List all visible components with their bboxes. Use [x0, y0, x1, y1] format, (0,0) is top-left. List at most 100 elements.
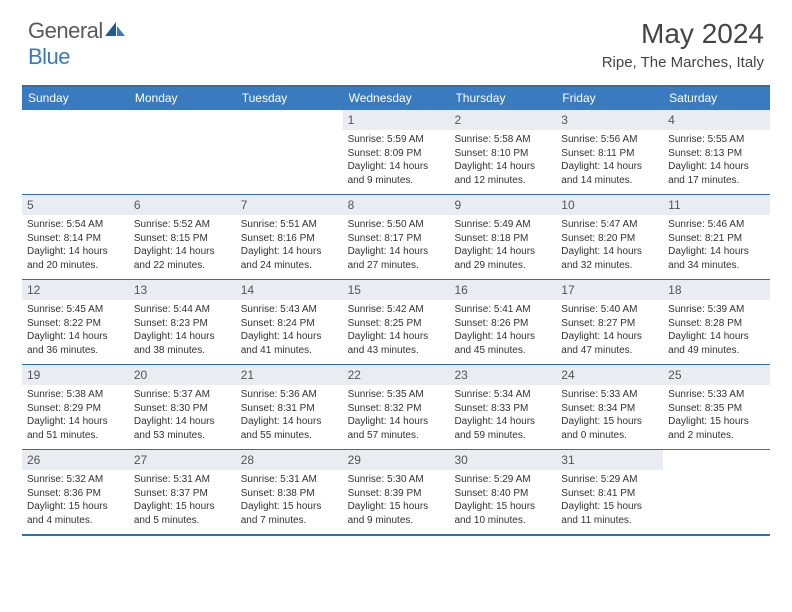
day-details: Sunrise: 5:58 AMSunset: 8:10 PMDaylight:… [449, 130, 556, 191]
day-cell: 14Sunrise: 5:43 AMSunset: 8:24 PMDayligh… [236, 280, 343, 364]
day-details: Sunrise: 5:46 AMSunset: 8:21 PMDaylight:… [663, 215, 770, 276]
empty-cell [22, 110, 129, 194]
week-row: 12Sunrise: 5:45 AMSunset: 8:22 PMDayligh… [22, 280, 770, 365]
day-details: Sunrise: 5:40 AMSunset: 8:27 PMDaylight:… [556, 300, 663, 361]
day-number: 16 [449, 280, 556, 300]
day-details: Sunrise: 5:55 AMSunset: 8:13 PMDaylight:… [663, 130, 770, 191]
day-cell: 31Sunrise: 5:29 AMSunset: 8:41 PMDayligh… [556, 450, 663, 534]
day-details: Sunrise: 5:36 AMSunset: 8:31 PMDaylight:… [236, 385, 343, 446]
week-row: 1Sunrise: 5:59 AMSunset: 8:09 PMDaylight… [22, 110, 770, 195]
day-number: 7 [236, 195, 343, 215]
day-cell: 6Sunrise: 5:52 AMSunset: 8:15 PMDaylight… [129, 195, 236, 279]
day-number: 6 [129, 195, 236, 215]
weekday-friday: Friday [556, 87, 663, 110]
day-details: Sunrise: 5:31 AMSunset: 8:37 PMDaylight:… [129, 470, 236, 531]
weekday-wednesday: Wednesday [343, 87, 450, 110]
day-number: 31 [556, 450, 663, 470]
day-details: Sunrise: 5:35 AMSunset: 8:32 PMDaylight:… [343, 385, 450, 446]
day-number: 12 [22, 280, 129, 300]
day-number: 25 [663, 365, 770, 385]
day-number: 8 [343, 195, 450, 215]
day-number: 3 [556, 110, 663, 130]
day-details: Sunrise: 5:41 AMSunset: 8:26 PMDaylight:… [449, 300, 556, 361]
month-title: May 2024 [602, 18, 764, 50]
day-details: Sunrise: 5:34 AMSunset: 8:33 PMDaylight:… [449, 385, 556, 446]
day-cell: 22Sunrise: 5:35 AMSunset: 8:32 PMDayligh… [343, 365, 450, 449]
day-cell: 28Sunrise: 5:31 AMSunset: 8:38 PMDayligh… [236, 450, 343, 534]
day-cell: 10Sunrise: 5:47 AMSunset: 8:20 PMDayligh… [556, 195, 663, 279]
day-details: Sunrise: 5:44 AMSunset: 8:23 PMDaylight:… [129, 300, 236, 361]
day-number: 4 [663, 110, 770, 130]
day-cell: 25Sunrise: 5:33 AMSunset: 8:35 PMDayligh… [663, 365, 770, 449]
day-cell: 2Sunrise: 5:58 AMSunset: 8:10 PMDaylight… [449, 110, 556, 194]
week-row: 5Sunrise: 5:54 AMSunset: 8:14 PMDaylight… [22, 195, 770, 280]
day-details: Sunrise: 5:33 AMSunset: 8:35 PMDaylight:… [663, 385, 770, 446]
header: GeneralBlue May 2024 Ripe, The Marches, … [0, 0, 792, 77]
day-details: Sunrise: 5:31 AMSunset: 8:38 PMDaylight:… [236, 470, 343, 531]
day-cell: 11Sunrise: 5:46 AMSunset: 8:21 PMDayligh… [663, 195, 770, 279]
day-details: Sunrise: 5:42 AMSunset: 8:25 PMDaylight:… [343, 300, 450, 361]
day-number: 29 [343, 450, 450, 470]
day-number: 14 [236, 280, 343, 300]
weekday-row: SundayMondayTuesdayWednesdayThursdayFrid… [22, 87, 770, 110]
day-details: Sunrise: 5:32 AMSunset: 8:36 PMDaylight:… [22, 470, 129, 531]
day-cell: 4Sunrise: 5:55 AMSunset: 8:13 PMDaylight… [663, 110, 770, 194]
title-block: May 2024 Ripe, The Marches, Italy [602, 18, 764, 71]
day-cell: 21Sunrise: 5:36 AMSunset: 8:31 PMDayligh… [236, 365, 343, 449]
day-number: 30 [449, 450, 556, 470]
day-cell: 16Sunrise: 5:41 AMSunset: 8:26 PMDayligh… [449, 280, 556, 364]
logo-sail-icon [105, 18, 127, 44]
day-details: Sunrise: 5:43 AMSunset: 8:24 PMDaylight:… [236, 300, 343, 361]
day-number: 13 [129, 280, 236, 300]
day-cell: 3Sunrise: 5:56 AMSunset: 8:11 PMDaylight… [556, 110, 663, 194]
day-number: 27 [129, 450, 236, 470]
day-details: Sunrise: 5:37 AMSunset: 8:30 PMDaylight:… [129, 385, 236, 446]
logo-text-2: Blue [28, 44, 70, 69]
day-details: Sunrise: 5:59 AMSunset: 8:09 PMDaylight:… [343, 130, 450, 191]
day-number: 19 [22, 365, 129, 385]
day-number: 15 [343, 280, 450, 300]
weekday-saturday: Saturday [663, 87, 770, 110]
day-number: 24 [556, 365, 663, 385]
weekday-sunday: Sunday [22, 87, 129, 110]
day-cell: 1Sunrise: 5:59 AMSunset: 8:09 PMDaylight… [343, 110, 450, 194]
day-cell: 20Sunrise: 5:37 AMSunset: 8:30 PMDayligh… [129, 365, 236, 449]
day-cell: 19Sunrise: 5:38 AMSunset: 8:29 PMDayligh… [22, 365, 129, 449]
day-cell: 5Sunrise: 5:54 AMSunset: 8:14 PMDaylight… [22, 195, 129, 279]
day-cell: 9Sunrise: 5:49 AMSunset: 8:18 PMDaylight… [449, 195, 556, 279]
empty-cell [236, 110, 343, 194]
day-cell: 27Sunrise: 5:31 AMSunset: 8:37 PMDayligh… [129, 450, 236, 534]
day-number: 9 [449, 195, 556, 215]
day-cell: 8Sunrise: 5:50 AMSunset: 8:17 PMDaylight… [343, 195, 450, 279]
day-details: Sunrise: 5:54 AMSunset: 8:14 PMDaylight:… [22, 215, 129, 276]
day-details: Sunrise: 5:49 AMSunset: 8:18 PMDaylight:… [449, 215, 556, 276]
day-details: Sunrise: 5:29 AMSunset: 8:41 PMDaylight:… [556, 470, 663, 531]
day-details: Sunrise: 5:51 AMSunset: 8:16 PMDaylight:… [236, 215, 343, 276]
day-number: 20 [129, 365, 236, 385]
day-number: 10 [556, 195, 663, 215]
weekday-thursday: Thursday [449, 87, 556, 110]
day-number: 2 [449, 110, 556, 130]
day-cell: 18Sunrise: 5:39 AMSunset: 8:28 PMDayligh… [663, 280, 770, 364]
day-details: Sunrise: 5:29 AMSunset: 8:40 PMDaylight:… [449, 470, 556, 531]
day-cell: 23Sunrise: 5:34 AMSunset: 8:33 PMDayligh… [449, 365, 556, 449]
day-number: 18 [663, 280, 770, 300]
day-number: 22 [343, 365, 450, 385]
day-cell: 30Sunrise: 5:29 AMSunset: 8:40 PMDayligh… [449, 450, 556, 534]
logo: GeneralBlue [28, 18, 127, 70]
day-number: 26 [22, 450, 129, 470]
day-cell: 17Sunrise: 5:40 AMSunset: 8:27 PMDayligh… [556, 280, 663, 364]
day-number: 21 [236, 365, 343, 385]
day-cell: 7Sunrise: 5:51 AMSunset: 8:16 PMDaylight… [236, 195, 343, 279]
weekday-tuesday: Tuesday [236, 87, 343, 110]
day-cell: 15Sunrise: 5:42 AMSunset: 8:25 PMDayligh… [343, 280, 450, 364]
day-number: 5 [22, 195, 129, 215]
logo-text-1: General [28, 18, 103, 43]
day-details: Sunrise: 5:38 AMSunset: 8:29 PMDaylight:… [22, 385, 129, 446]
day-number: 28 [236, 450, 343, 470]
week-row: 26Sunrise: 5:32 AMSunset: 8:36 PMDayligh… [22, 450, 770, 536]
day-details: Sunrise: 5:47 AMSunset: 8:20 PMDaylight:… [556, 215, 663, 276]
day-details: Sunrise: 5:56 AMSunset: 8:11 PMDaylight:… [556, 130, 663, 191]
day-details: Sunrise: 5:30 AMSunset: 8:39 PMDaylight:… [343, 470, 450, 531]
day-cell: 29Sunrise: 5:30 AMSunset: 8:39 PMDayligh… [343, 450, 450, 534]
